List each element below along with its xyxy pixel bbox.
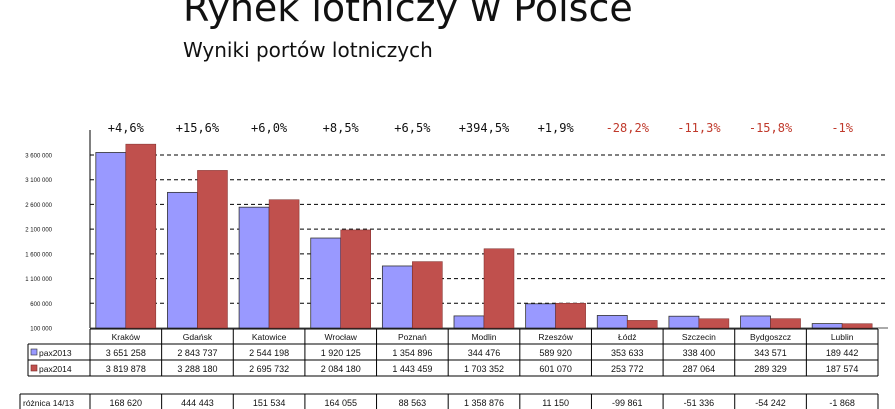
table-cell-pax2013: 2 843 737 (177, 348, 217, 358)
bar-pax2014 (268, 199, 300, 329)
y-tick-label: 2 100 000 (25, 228, 52, 234)
bar-pax2013 (811, 323, 843, 329)
table-cell-pax2014: 2 695 732 (249, 364, 289, 374)
y-tick-label: 600 000 (30, 302, 52, 308)
bar-pax2013 (596, 315, 628, 329)
table-cell-pax2014: 1 703 352 (464, 364, 504, 374)
bar-pax2014 (197, 170, 228, 329)
legend-label-pax2014: pax2014 (39, 364, 72, 374)
table-cell-pax2013: 2 544 198 (249, 348, 289, 358)
legend-swatch-pax2013 (30, 348, 38, 356)
table-cell-diff: -99 861 (612, 398, 643, 408)
table-cell-pax2013: 1 920 125 (321, 348, 361, 358)
table-cell-pax2013: 589 920 (539, 348, 572, 358)
table-cell-pax2013: 189 442 (826, 348, 859, 358)
change-label: +6,5% (394, 121, 431, 135)
table-cell-diff: 1 358 876 (464, 398, 504, 408)
legend-swatch-pax2014 (30, 364, 38, 372)
x-tick-label: Modlin (471, 332, 496, 342)
y-tick-label: 1 600 000 (25, 252, 52, 258)
x-tick-label: Kraków (112, 332, 141, 342)
change-label: +8,5% (323, 121, 360, 135)
table-cell-pax2013: 343 571 (754, 348, 787, 358)
bar-pax2014 (483, 248, 515, 329)
table-cell-pax2013: 344 476 (468, 348, 501, 358)
table-cell-diff: 168 620 (110, 398, 143, 408)
change-label: -15,8% (749, 121, 793, 135)
change-label: +6,0% (251, 121, 288, 135)
change-label: +394,5% (459, 121, 510, 135)
chart-subtitle: Wyniki portów lotniczych (183, 38, 433, 62)
x-tick-label: Gdańsk (183, 332, 213, 342)
bar-pax2014 (770, 318, 801, 329)
table-cell-diff: 444 443 (181, 398, 214, 408)
x-tick-label: Bydgoszcz (750, 332, 791, 342)
table-cell-pax2013: 353 633 (611, 348, 644, 358)
change-label: +15,6% (176, 121, 220, 135)
table-cell-pax2014: 3 288 180 (177, 364, 217, 374)
table-cell-diff: -51 336 (684, 398, 715, 408)
table-cell-pax2014: 289 329 (754, 364, 787, 374)
table-cell-diff: -54 242 (755, 398, 786, 408)
bar-pax2014 (412, 261, 443, 329)
bar-pax2013 (453, 315, 485, 329)
diff-row-label: różnica 14/13 (23, 398, 74, 408)
bar-pax2013 (668, 315, 700, 329)
x-tick-label: Rzeszów (538, 332, 573, 342)
x-tick-label: Łódź (618, 332, 636, 342)
bar-pax2013 (310, 237, 342, 329)
table-cell-pax2013: 1 354 896 (392, 348, 432, 358)
change-label: -28,2% (606, 121, 650, 135)
table-cell-diff: 11 150 (542, 398, 569, 408)
x-tick-label: Poznań (398, 332, 427, 342)
bar-pax2014 (627, 320, 658, 329)
table-cell-diff: 164 055 (324, 398, 357, 408)
bar-pax2013 (740, 315, 771, 329)
change-label: -1% (831, 121, 853, 135)
table-cell-pax2014: 601 070 (539, 364, 572, 374)
y-tick-label: 2 600 000 (25, 203, 52, 209)
table-cell-pax2013: 338 400 (683, 348, 716, 358)
table-cell-pax2014: 253 772 (611, 364, 644, 374)
bar-pax2013 (238, 206, 270, 329)
table-cell-pax2014: 287 064 (683, 364, 716, 374)
table-cell-diff: -1 868 (829, 398, 855, 408)
bar-pax2013 (525, 303, 557, 329)
y-tick-label: 3 100 000 (25, 178, 52, 184)
change-label: +1,9% (538, 121, 575, 135)
table-cell-pax2014: 187 574 (826, 364, 859, 374)
bar-pax2013 (167, 191, 198, 329)
bar-pax2014 (125, 143, 157, 329)
bar-pax2014 (340, 229, 371, 329)
table-cell-pax2014: 3 819 878 (106, 364, 146, 374)
change-label: +4,6% (108, 121, 145, 135)
y-tick-label: 3 600 000 (25, 154, 52, 160)
legend-label-pax2013: pax2013 (39, 348, 72, 358)
table-cell-pax2013: 3 651 258 (106, 348, 146, 358)
chart-title: Rynek lotniczy w Polsce (183, 0, 633, 30)
table-cell-diff: 151 534 (253, 398, 286, 408)
y-tick-label: 100 000 (30, 327, 52, 333)
bar-pax2014 (698, 318, 730, 329)
x-tick-label: Szczecin (682, 332, 716, 342)
bar-pax2014 (555, 302, 586, 329)
bar-pax2014 (841, 323, 873, 329)
bar-pax2013 (95, 152, 127, 329)
bar-pax2013 (381, 265, 413, 329)
table-cell-pax2014: 1 443 459 (392, 364, 432, 374)
change-label: -11,3% (677, 121, 721, 135)
x-tick-label: Wrocław (325, 332, 358, 342)
table-cell-diff: 88 563 (399, 398, 427, 408)
table-cell-pax2014: 2 084 180 (321, 364, 361, 374)
y-tick-label: 1 100 000 (25, 277, 52, 283)
x-tick-label: Katowice (252, 332, 287, 342)
x-tick-label: Lublin (831, 332, 854, 342)
